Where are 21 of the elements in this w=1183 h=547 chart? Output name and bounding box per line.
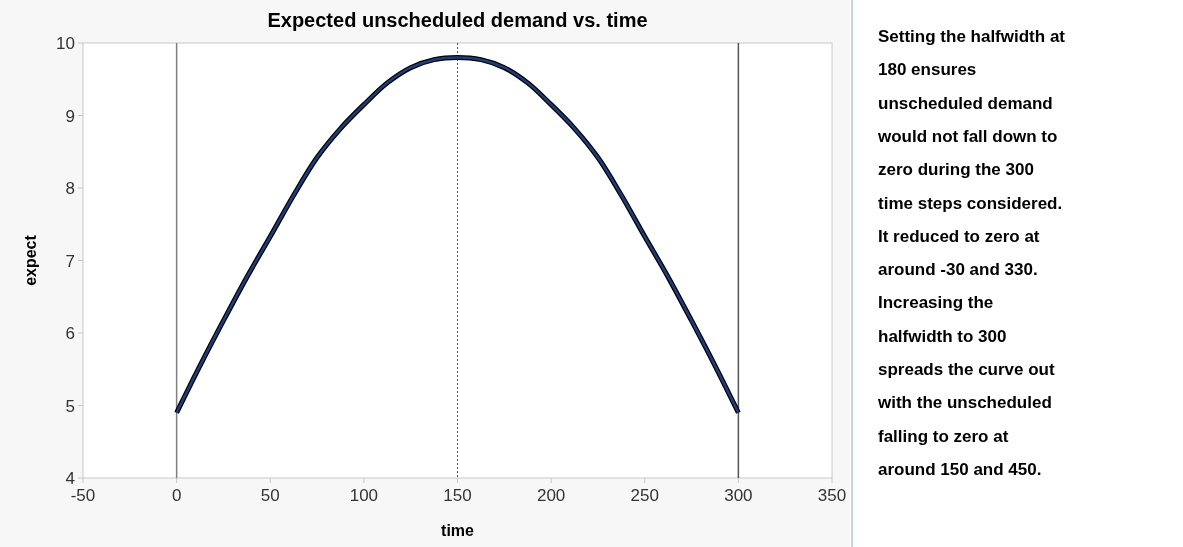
y-tick-label: 4 xyxy=(65,469,75,488)
y-tick-label: 6 xyxy=(65,324,75,343)
x-tick-label: 100 xyxy=(349,486,379,505)
x-tick-label: 50 xyxy=(260,486,280,505)
y-tick-label: 7 xyxy=(65,251,75,271)
y-tick-label: 8 xyxy=(65,179,75,198)
line-series xyxy=(174,55,741,416)
x-tick-label: -50 xyxy=(70,486,96,505)
y-tick-label: 9 xyxy=(65,106,75,126)
x-tick-label: 300 xyxy=(724,486,753,505)
x-tick-label: 150 xyxy=(443,486,472,505)
y-tick-label: 10 xyxy=(56,34,75,53)
x-tick-label: 350 xyxy=(817,486,847,505)
x-axis-title: time xyxy=(441,522,475,539)
y-axis-title: expect xyxy=(22,234,39,286)
x-tick-label: 200 xyxy=(536,486,566,505)
chart-title: Expected unscheduled demand vs. time xyxy=(267,9,648,31)
text: Setting the halfwidth at 180 ensures unscheduled demand would not fall down to zero during the 300 time steps considered. It reduced to zero at around -30 and 330. Increasing the halfwidth to 300 spreads the curve out with the unscheduled falling to zero at around 150 and 450. xyxy=(878,27,1065,479)
x-tick-label: 0 xyxy=(171,486,182,505)
y-tick-label: 5 xyxy=(65,396,75,416)
x-tick-label: 250 xyxy=(630,486,659,505)
